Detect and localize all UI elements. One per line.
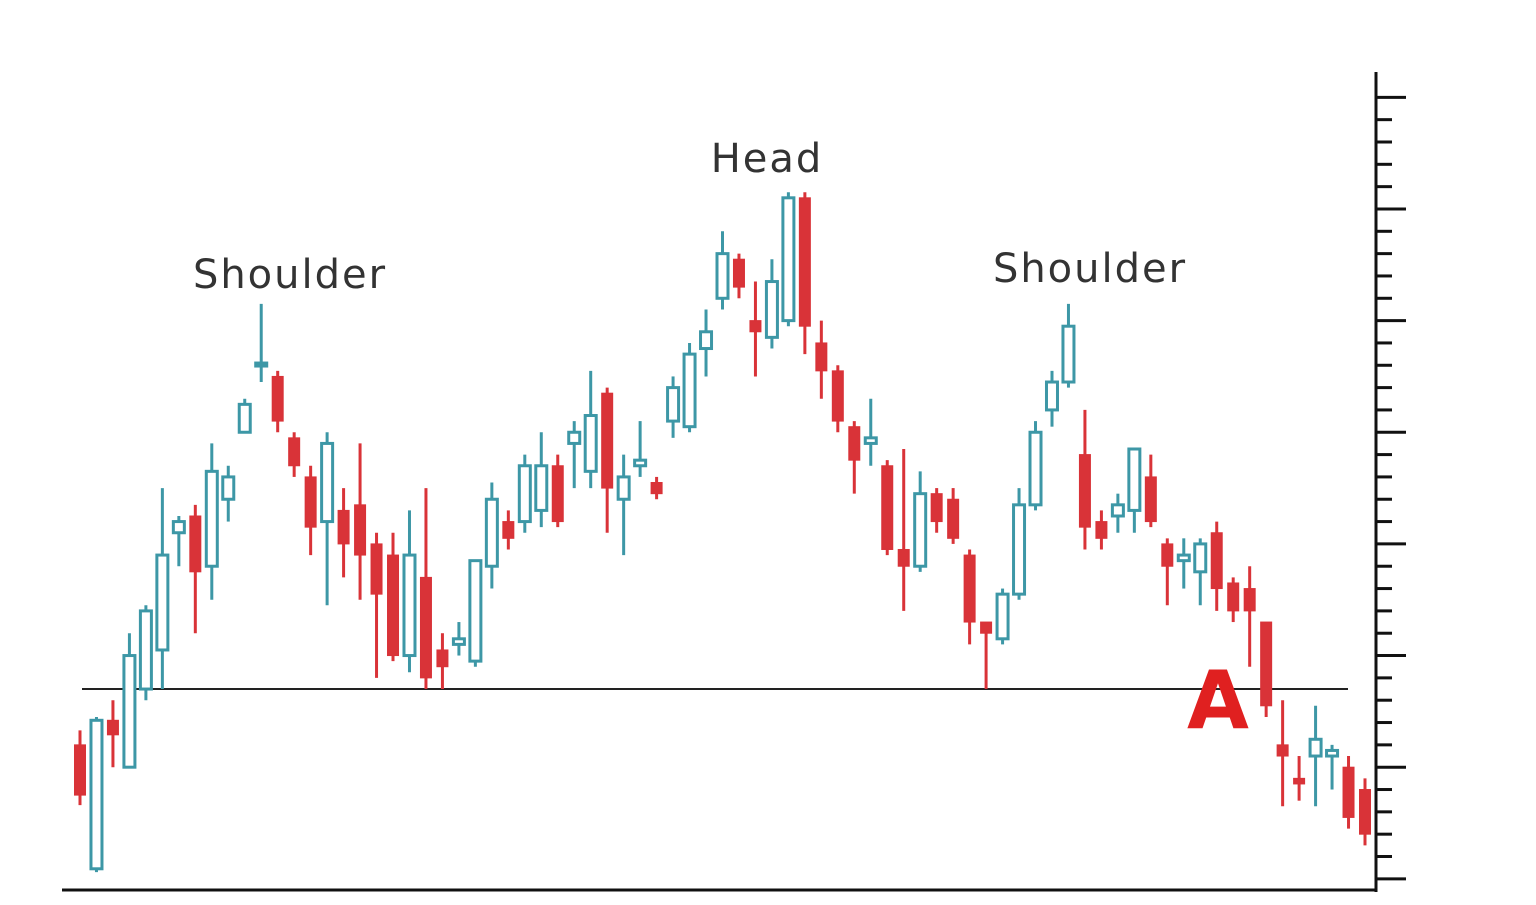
candle-body bbox=[980, 621, 993, 634]
candle-body bbox=[1144, 476, 1157, 523]
candle-body bbox=[304, 476, 317, 528]
candle-body bbox=[1308, 737, 1323, 758]
candle-body bbox=[1227, 582, 1240, 612]
candle-body bbox=[534, 464, 549, 512]
candle-body bbox=[419, 576, 432, 679]
candle-body bbox=[1078, 454, 1091, 528]
candle-body bbox=[1193, 542, 1208, 574]
candle-body bbox=[1210, 532, 1223, 590]
candle-body bbox=[1176, 553, 1191, 563]
candle-body bbox=[484, 497, 499, 568]
candle-body bbox=[254, 361, 269, 368]
candle-body bbox=[1260, 621, 1273, 707]
candle-body bbox=[947, 498, 960, 539]
candle-body bbox=[815, 342, 828, 372]
candle-body bbox=[221, 475, 236, 501]
candle-body bbox=[436, 649, 449, 668]
candle-body bbox=[881, 465, 894, 550]
candle-body bbox=[963, 554, 976, 623]
candle-body bbox=[1028, 430, 1043, 507]
candle-body bbox=[337, 509, 350, 545]
candle-body bbox=[930, 493, 943, 523]
candle-body bbox=[74, 744, 86, 796]
candle-body bbox=[288, 437, 301, 467]
candle-body bbox=[106, 719, 119, 736]
candle-body bbox=[583, 414, 598, 473]
candle-body bbox=[781, 196, 796, 323]
candle-body bbox=[1061, 324, 1076, 384]
candle-body bbox=[189, 515, 202, 573]
candle-body bbox=[715, 252, 730, 300]
candle-body bbox=[551, 465, 564, 523]
annotation: Head bbox=[711, 136, 824, 182]
candle-body bbox=[1325, 748, 1340, 758]
candle-body bbox=[122, 654, 137, 769]
candle-body bbox=[650, 482, 663, 495]
annotation: A bbox=[1187, 654, 1249, 747]
candle-body bbox=[1293, 777, 1306, 785]
candle-body bbox=[848, 426, 861, 461]
candle-body bbox=[897, 548, 910, 567]
candle-body bbox=[1359, 789, 1371, 835]
candle-body bbox=[798, 197, 811, 327]
candle-body bbox=[601, 392, 614, 489]
candle-body bbox=[155, 553, 170, 652]
candle-body bbox=[1243, 588, 1256, 612]
candle-body bbox=[831, 370, 844, 422]
candle-body bbox=[633, 458, 648, 468]
candle-body bbox=[402, 553, 417, 658]
candle-body bbox=[699, 330, 714, 351]
annotation: Shoulder bbox=[993, 246, 1187, 292]
candle-body bbox=[271, 375, 284, 422]
candle-body bbox=[1161, 543, 1174, 567]
candle-body bbox=[1110, 503, 1125, 518]
candle-body bbox=[732, 258, 745, 288]
candle-body bbox=[320, 441, 335, 524]
candle-body bbox=[354, 504, 367, 556]
candle-body bbox=[1044, 380, 1059, 412]
candle-body bbox=[1095, 521, 1108, 539]
candle-body bbox=[1342, 766, 1355, 818]
candle-body bbox=[237, 402, 252, 434]
candle-body bbox=[171, 520, 186, 535]
candle-body bbox=[138, 609, 153, 691]
candle-body bbox=[387, 554, 400, 657]
candle-body bbox=[913, 492, 928, 568]
candle-body bbox=[502, 521, 515, 539]
candle-body bbox=[370, 543, 383, 595]
candle-body bbox=[616, 475, 631, 501]
candle-body bbox=[764, 280, 779, 339]
candle-body bbox=[863, 436, 878, 445]
candle-body bbox=[567, 430, 582, 445]
candle-body bbox=[682, 352, 697, 429]
candle-body bbox=[204, 469, 219, 568]
candle-body bbox=[1276, 744, 1289, 757]
candle-body bbox=[1127, 447, 1142, 512]
candle-body bbox=[666, 386, 681, 423]
annotation: Shoulder bbox=[193, 252, 387, 298]
candle-body bbox=[451, 637, 466, 646]
candle-body bbox=[1012, 503, 1027, 596]
candle-body bbox=[749, 320, 762, 333]
candle-body bbox=[517, 464, 532, 524]
candle-body bbox=[468, 559, 483, 663]
candle-body bbox=[89, 718, 104, 871]
candle-body bbox=[995, 592, 1010, 641]
